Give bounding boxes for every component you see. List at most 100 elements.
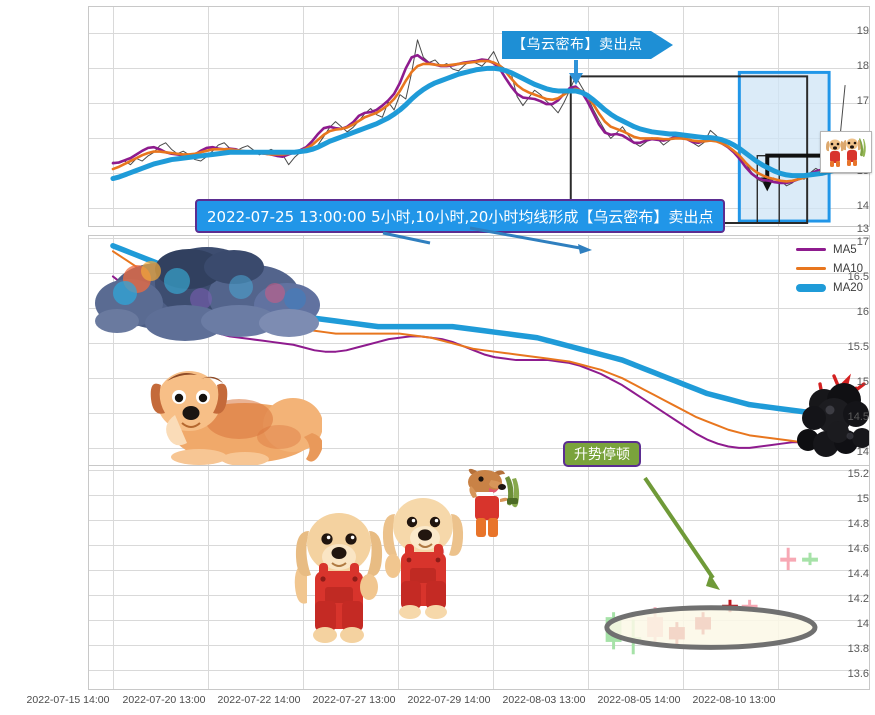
gridline-v — [303, 7, 304, 226]
gridline-v — [588, 466, 589, 689]
gridline-v — [208, 7, 209, 226]
sell-signal-banner[interactable]: 2022-07-25 13:00:00 5小时,10小时,20小时均线形成【乌云… — [195, 199, 726, 233]
legend-swatch-ma20 — [796, 283, 826, 292]
y-tick: 14.4 — [847, 568, 869, 580]
y-tick: 15.5 — [847, 341, 869, 353]
legend-swatch-ma5 — [796, 248, 826, 251]
gridline-h — [89, 173, 869, 174]
series-line-ma5 — [113, 55, 845, 183]
y-tick: 14.8 — [847, 518, 869, 530]
y-tick: 16.5 — [847, 271, 869, 283]
y-tick: 15 — [856, 376, 869, 388]
y-tick: 14.5 — [847, 411, 869, 423]
candle-body — [741, 604, 758, 609]
gridline-h — [89, 138, 869, 139]
gridline-v — [778, 466, 779, 689]
series-line-ma10 — [113, 61, 845, 181]
candlestick[interactable] — [647, 607, 663, 645]
sell-signal-arrow-badge[interactable]: 【乌云密布】卖出点 — [502, 31, 673, 59]
gridline-v — [778, 236, 779, 466]
y-tick: 14 — [856, 618, 869, 630]
dog-sticker-tooltip[interactable] — [820, 131, 872, 173]
middle-detail-panel[interactable]: MA5 MA10 MA20 — [88, 235, 870, 467]
middle-panel-series — [89, 236, 869, 466]
top-overview-panel[interactable] — [88, 6, 870, 227]
legend-item-ma20[interactable]: MA20 — [796, 278, 868, 297]
gridline-v — [398, 236, 399, 466]
gridline-v — [683, 236, 684, 466]
gridline-v — [113, 466, 114, 689]
gridline-v — [208, 466, 209, 689]
x-tick: 2022-07-20 13:00 — [122, 694, 206, 706]
y-tick: 15 — [856, 493, 869, 505]
y-tick: 14.2 — [847, 593, 869, 605]
gridline-v — [113, 7, 114, 226]
legend-label-ma10: MA10 — [833, 262, 864, 275]
legend-item-ma5[interactable]: MA5 — [796, 240, 868, 259]
gridline-h — [89, 343, 869, 344]
legend-label-ma20: MA20 — [833, 281, 864, 294]
bottom-candlestick-panel[interactable] — [88, 465, 870, 690]
y-tick: 15.2 — [847, 468, 869, 480]
series-line-ma20 — [113, 246, 845, 415]
candle-body — [647, 617, 663, 637]
candlestick[interactable] — [722, 599, 738, 613]
trend-pause-badge[interactable]: 升势停顿 — [563, 441, 641, 467]
x-tick: 2022-08-03 13:00 — [502, 694, 586, 706]
legend-item-ma10[interactable]: MA10 — [796, 259, 868, 278]
y-tick: 13.8 — [847, 643, 869, 655]
candlestick[interactable] — [625, 619, 642, 655]
legend-label-ma5: MA5 — [833, 243, 857, 256]
candle-body — [625, 636, 642, 641]
candlestick[interactable] — [780, 547, 797, 571]
candle-body — [780, 557, 797, 562]
candlestick[interactable] — [668, 622, 685, 647]
gridline-v — [493, 7, 494, 226]
y-tick: 13 — [856, 223, 869, 235]
gridline-h — [89, 33, 869, 34]
gridline-v — [493, 466, 494, 689]
gridline-h — [89, 413, 869, 414]
gridline-h — [89, 645, 869, 646]
legend: MA5 MA10 MA20 — [796, 240, 868, 297]
x-tick: 2022-07-15 14:00 — [26, 694, 110, 706]
candlestick[interactable] — [741, 599, 758, 613]
y-tick: 17 — [856, 95, 869, 107]
arrow-right-icon — [650, 31, 673, 59]
y-tick: 13.6 — [847, 668, 869, 680]
gridline-h — [89, 378, 869, 379]
x-tick: 2022-07-22 14:00 — [217, 694, 301, 706]
candlestick[interactable] — [605, 612, 622, 650]
x-tick: 2022-08-10 13:00 — [692, 694, 776, 706]
tooltip-dog-stickers-icon — [826, 138, 866, 167]
gridline-v — [303, 236, 304, 466]
gridline-v — [113, 236, 114, 466]
gridline-h — [89, 545, 869, 546]
y-tick: 14 — [856, 446, 869, 458]
top-panel-series — [89, 7, 869, 226]
candle-body — [668, 627, 685, 640]
gridline-h — [89, 273, 869, 274]
candle-body — [802, 557, 818, 562]
gridline-v — [588, 7, 589, 226]
candle-body — [605, 617, 622, 642]
series-line-ma5 — [113, 276, 845, 447]
sell-signal-banner-label: 2022-07-25 13:00:00 5小时,10小时,20小时均线形成【乌云… — [207, 207, 714, 226]
candlestick[interactable] — [695, 612, 711, 635]
candlestick[interactable] — [802, 552, 818, 566]
y-tick: 14 — [856, 200, 869, 212]
gridline-h — [89, 595, 869, 596]
y-tick: 14.6 — [847, 543, 869, 555]
gridline-h — [89, 670, 869, 671]
y-tick: 17 — [856, 236, 869, 248]
y-tick: 19 — [856, 25, 869, 37]
x-tick: 2022-07-27 13:00 — [312, 694, 396, 706]
gridline-h — [89, 620, 869, 621]
trend-pause-label: 升势停顿 — [574, 447, 630, 463]
gridline-v — [398, 7, 399, 226]
candle-body — [722, 604, 738, 609]
x-tick: 2022-08-05 14:00 — [597, 694, 681, 706]
legend-swatch-ma10 — [796, 267, 826, 270]
marker-rect-large — [569, 75, 809, 225]
